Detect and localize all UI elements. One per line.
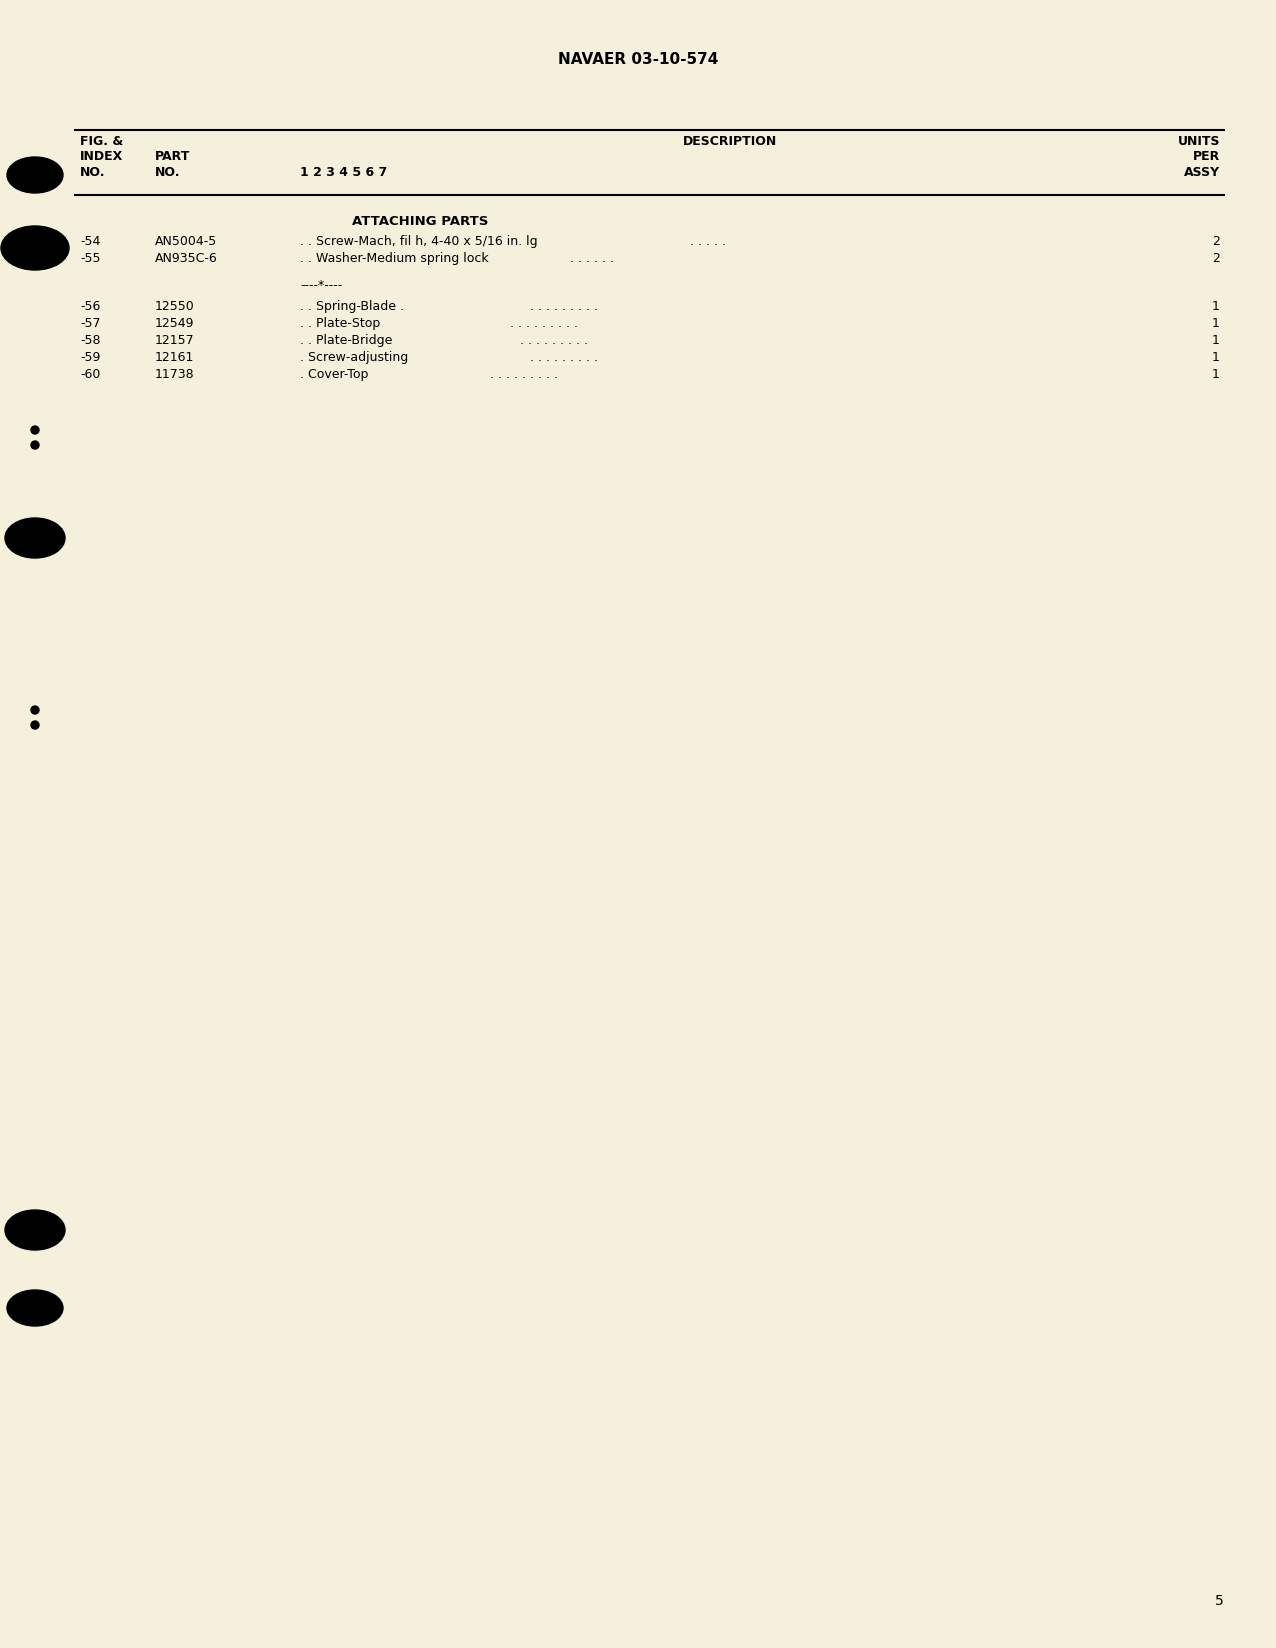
Text: . . . . . . . . .: . . . . . . . . . xyxy=(530,351,598,364)
Text: -59: -59 xyxy=(80,351,101,364)
Text: 12161: 12161 xyxy=(154,351,194,364)
Text: . . . . . . . . .: . . . . . . . . . xyxy=(510,316,578,330)
Text: -56: -56 xyxy=(80,300,101,313)
Circle shape xyxy=(31,425,40,433)
Circle shape xyxy=(31,705,40,714)
Text: . . Plate-Stop: . . Plate-Stop xyxy=(300,316,380,330)
Ellipse shape xyxy=(5,1210,65,1249)
Text: FIG. &: FIG. & xyxy=(80,135,124,148)
Text: ----*----: ----*---- xyxy=(300,279,342,292)
Text: UNITS: UNITS xyxy=(1178,135,1220,148)
Text: 1: 1 xyxy=(1212,335,1220,348)
Text: . . . . .: . . . . . xyxy=(690,236,726,247)
Text: PART: PART xyxy=(154,150,190,163)
Circle shape xyxy=(31,722,40,728)
Ellipse shape xyxy=(6,157,63,193)
Text: . . Plate-Bridge: . . Plate-Bridge xyxy=(300,335,393,348)
Text: 1: 1 xyxy=(1212,368,1220,381)
Text: 1: 1 xyxy=(1212,351,1220,364)
Text: -58: -58 xyxy=(80,335,101,348)
Text: -54: -54 xyxy=(80,236,101,247)
Text: NO.: NO. xyxy=(80,166,106,180)
Text: . Cover-Top: . Cover-Top xyxy=(300,368,369,381)
Text: 2: 2 xyxy=(1212,236,1220,247)
Text: 1: 1 xyxy=(1212,300,1220,313)
Text: . . Washer-Medium spring lock: . . Washer-Medium spring lock xyxy=(300,252,489,265)
Text: 12550: 12550 xyxy=(154,300,195,313)
Text: -60: -60 xyxy=(80,368,101,381)
Text: 5: 5 xyxy=(1215,1594,1224,1608)
Text: ASSY: ASSY xyxy=(1184,166,1220,180)
Text: 11738: 11738 xyxy=(154,368,195,381)
Ellipse shape xyxy=(6,1290,63,1327)
Text: . Screw-adjusting: . Screw-adjusting xyxy=(300,351,408,364)
Text: . . . . . . . . .: . . . . . . . . . xyxy=(530,300,598,313)
Text: . . Screw-Mach, fil h, 4-40 x 5/16 in. lg: . . Screw-Mach, fil h, 4-40 x 5/16 in. l… xyxy=(300,236,537,247)
Ellipse shape xyxy=(5,517,65,559)
Text: NO.: NO. xyxy=(154,166,180,180)
Text: 12157: 12157 xyxy=(154,335,195,348)
Text: INDEX: INDEX xyxy=(80,150,124,163)
Text: . . Spring-Blade .: . . Spring-Blade . xyxy=(300,300,404,313)
Text: . . . . . .: . . . . . . xyxy=(570,252,614,265)
Text: AN5004-5: AN5004-5 xyxy=(154,236,217,247)
Text: -55: -55 xyxy=(80,252,101,265)
Text: NAVAER 03-10-574: NAVAER 03-10-574 xyxy=(558,53,718,68)
Text: 12549: 12549 xyxy=(154,316,194,330)
Text: PER: PER xyxy=(1193,150,1220,163)
Text: 2: 2 xyxy=(1212,252,1220,265)
Text: DESCRIPTION: DESCRIPTION xyxy=(683,135,777,148)
Text: . . . . . . . . .: . . . . . . . . . xyxy=(521,335,588,348)
Text: AN935C-6: AN935C-6 xyxy=(154,252,218,265)
Circle shape xyxy=(31,442,40,448)
Ellipse shape xyxy=(1,226,69,270)
Text: ATTACHING PARTS: ATTACHING PARTS xyxy=(352,214,489,227)
Text: . . . . . . . . .: . . . . . . . . . xyxy=(490,368,558,381)
Text: 1 2 3 4 5 6 7: 1 2 3 4 5 6 7 xyxy=(300,166,387,180)
Text: 1: 1 xyxy=(1212,316,1220,330)
Text: -57: -57 xyxy=(80,316,101,330)
